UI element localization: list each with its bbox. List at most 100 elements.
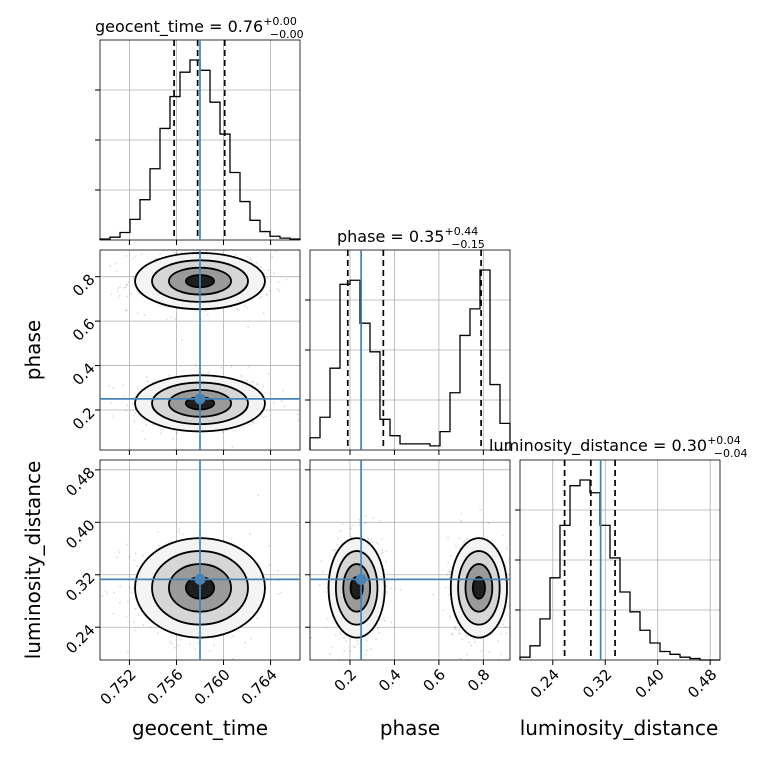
scatter-point [354, 646, 357, 649]
scatter-point [252, 380, 255, 383]
scatter-point [125, 309, 128, 312]
title-luminosity-distance: luminosity_distance = 0.30+0.04 −0.04 [489, 434, 748, 460]
scatter-point [204, 309, 207, 312]
scatter-point [236, 308, 239, 311]
scatter-point [252, 421, 255, 424]
scatter-point [101, 594, 104, 597]
scatter-point [330, 549, 333, 552]
scatter-point [466, 537, 469, 540]
scatter-point [244, 641, 247, 644]
scatter-point [458, 629, 461, 632]
scatter-point [134, 607, 137, 610]
scatter-point [448, 593, 451, 596]
scatter-point [146, 380, 149, 383]
scatter-point [390, 621, 393, 624]
scatter-point [505, 565, 508, 568]
scatter-point [381, 548, 384, 551]
scatter-point [448, 615, 451, 618]
scatter-point [457, 632, 460, 635]
title-phase: phase = 0.35+0.44 −0.15 [337, 225, 485, 251]
scatter-point [507, 604, 510, 607]
scatter-point [264, 415, 267, 418]
scatter-point [447, 561, 450, 564]
scatter-point [180, 251, 183, 254]
scatter-point [468, 641, 471, 644]
scatter-point [141, 429, 144, 432]
scatter-point [220, 366, 223, 369]
scatter-point [325, 618, 328, 621]
scatter-point [173, 646, 176, 649]
scatter-point [491, 539, 494, 542]
scatter-point [377, 627, 380, 630]
scatter-point [310, 636, 313, 639]
y-tick-label: 0.6 [69, 315, 99, 345]
scatter-point [268, 289, 271, 292]
scatter-point [458, 537, 461, 540]
scatter-point [473, 641, 476, 644]
scatter-point [170, 642, 173, 645]
scatter-point [329, 652, 332, 655]
scatter-point [432, 593, 435, 596]
scatter-point [463, 541, 466, 544]
scatter-point [112, 591, 115, 594]
y-tick-label: 0.40 [62, 516, 98, 552]
scatter-point [132, 257, 135, 260]
density-contour [471, 576, 486, 600]
scatter-point [356, 640, 359, 643]
scatter-point [262, 416, 265, 419]
scatter-point [243, 304, 246, 307]
xlabel-geocent-time: geocent_time [132, 716, 268, 740]
scatter-point [325, 626, 328, 629]
scatter-point [319, 560, 322, 563]
scatter-point [106, 592, 109, 595]
scatter-point [256, 616, 259, 619]
scatter-point [134, 552, 137, 555]
scatter-point [487, 522, 490, 525]
scatter-point [343, 649, 346, 652]
scatter-point [118, 601, 121, 604]
scatter-point [365, 649, 368, 652]
scatter-point [169, 315, 172, 318]
scatter-point [367, 537, 370, 540]
x-tick-label: 0.752 [97, 666, 140, 709]
scatter-point [134, 255, 137, 258]
scatter-point [196, 641, 199, 644]
scatter-point [280, 591, 283, 594]
histogram-phase [309, 269, 511, 450]
scatter-point [385, 585, 388, 588]
scatter-point [277, 569, 280, 572]
scatter-point [247, 366, 250, 369]
scatter-point [370, 538, 373, 541]
scatter-point [128, 556, 131, 559]
scatter-point [237, 630, 240, 633]
scatter-point [104, 590, 107, 593]
scatter-point [134, 412, 137, 415]
scatter-point [221, 431, 224, 434]
scatter-point [349, 650, 352, 653]
scatter-point [451, 633, 454, 636]
scatter-point [161, 429, 164, 432]
scatter-point [296, 413, 299, 416]
ylabel-phase: phase [21, 320, 45, 380]
scatter-point [259, 297, 262, 300]
scatter-point [447, 569, 450, 572]
scatter-point [333, 549, 336, 552]
x-tick-label: 0.4 [375, 666, 405, 696]
scatter-point [125, 615, 128, 618]
y-tick-label: 0.24 [62, 621, 98, 657]
scatter-point [116, 287, 119, 290]
scatter-point [375, 541, 378, 544]
scatter-point [240, 375, 243, 378]
scatter-point [505, 632, 508, 635]
scatter-point [247, 325, 250, 328]
scatter-point [342, 636, 345, 639]
scatter-point [339, 529, 342, 532]
scatter-point [159, 253, 162, 256]
ylabel-luminosity-distance: luminosity_distance [21, 461, 45, 660]
scatter-point [251, 421, 254, 424]
scatter-point [125, 308, 128, 311]
scatter-point [448, 571, 451, 574]
scatter-point [256, 383, 259, 386]
scatter-point [283, 405, 286, 408]
scatter-point [447, 536, 450, 539]
